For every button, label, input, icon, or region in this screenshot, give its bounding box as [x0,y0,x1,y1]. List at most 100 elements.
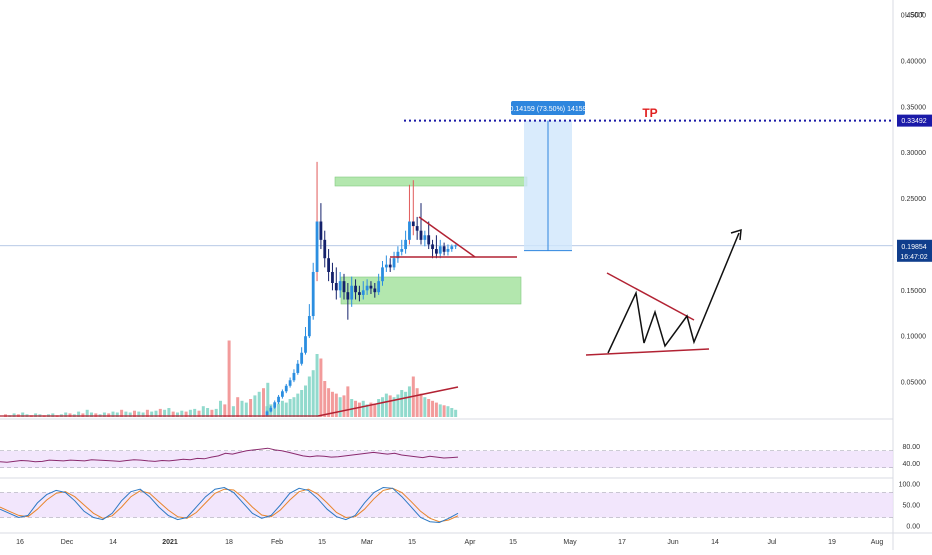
volume-bar [396,394,400,417]
volume-bar-early [197,410,201,417]
candle-body [346,292,350,300]
volume-bar [404,391,408,417]
volume-bar [292,397,296,417]
volume-bar-early [180,410,184,417]
stoch-band [0,492,893,518]
volume-bar-early [184,411,188,417]
price-tick-label: 0.10000 [901,334,926,341]
volume-bar [381,397,384,417]
time-tick-label: 14 [109,539,117,546]
time-tick-label: 17 [618,539,626,546]
candle-body [331,271,334,283]
schematic-path [607,232,740,354]
volume-bar-early [171,411,175,417]
volume-bar [277,403,281,417]
candle-body [415,226,419,231]
candle-body [265,411,269,416]
candle-body [454,245,458,247]
target-price-badge [897,114,932,127]
stoch-tick-label: 50.00 [902,503,920,510]
volume-bar [400,390,404,417]
candle-body [381,267,384,282]
schematic-base-line [585,348,710,356]
countdown-label: 16:47:02 [900,254,927,261]
candle-body [419,230,423,240]
price-tick-label: 0.45000 [901,13,926,20]
price-tick-label: 0.30000 [901,150,926,157]
candle-body [400,249,404,252]
volume-bar [300,390,304,417]
volume-bar-early [158,408,162,417]
time-axis[interactable]: 16 Dec 14 2021 18 Feb 15 Mar 15 Apr 15 May 17 Jun 14 Ju… [16,539,883,546]
candle-body [354,285,357,293]
candle-body [423,235,427,240]
candle-body [311,271,315,317]
volume-bar-early [51,413,55,417]
volume-bar [327,388,331,417]
volume-bar-early [223,404,227,417]
candle-body [358,292,361,295]
volume-bar-early [219,400,222,417]
time-tick-label: Apr [465,539,477,546]
candle-body [350,285,354,300]
volume-bar-early [64,412,68,417]
volume-bar-early [253,395,257,417]
volume-bar [296,393,300,417]
price-tick-label: 0.40000 [901,58,926,65]
stoch-panel [0,486,893,524]
volume-bar-early [163,409,167,417]
stoch-k-line [0,486,459,524]
volume-bar [423,397,427,417]
volume-bar-early [128,412,132,417]
time-tick-label: Feb [271,539,283,546]
candle-body [277,396,280,403]
time-tick-label: Jul [768,539,777,546]
volume-bar-early [81,413,85,417]
volume-bar-early [145,409,149,417]
volume-bar [330,391,334,417]
candle-body [273,402,277,408]
current-price-label: 0.19854 [901,244,926,251]
volume-bar-early [12,413,16,417]
time-tick-label: 18 [225,539,233,546]
candle-body [427,235,431,245]
candle-body [431,244,434,250]
volume-bar-early [85,409,89,417]
volume-bar [454,409,458,417]
price-tick-label: 0.15000 [901,288,926,295]
candle-body [315,221,319,272]
candle-body [373,288,377,293]
candle-body [377,281,381,293]
time-tick-label: 19 [828,539,836,546]
volume-bar [284,402,288,417]
time-tick-label: 15 [408,539,416,546]
volume-bar-early [154,410,158,417]
stoch-tick-label: 100.00 [899,482,921,489]
volume-bar [357,402,361,417]
candle-body [361,290,365,295]
schematic-upper-line [606,272,695,321]
rsi-line [0,447,459,463]
candle-body [411,221,415,227]
time-tick-label: 16 [16,539,24,546]
volume-bar-early [240,400,244,417]
volume-bar-early [94,413,98,417]
triangle-upper-line [418,216,476,258]
candle-body [388,264,392,268]
price-tick-label: 0.35000 [901,104,926,111]
candle-body [323,239,327,259]
volume-bar-early [120,409,124,417]
volume-bar-early [77,411,81,417]
volume-bar [431,400,435,417]
currency-label: USDT [905,12,925,19]
volume-bar [365,404,369,417]
volume-bar-early [244,402,248,417]
volume-bar-early [206,408,210,417]
volume-bar-early [214,408,218,417]
candle-body [288,380,292,386]
measure-box[interactable]: 0.14159 (73.50%) 14159 [509,101,587,252]
rsi-panel [0,447,893,469]
